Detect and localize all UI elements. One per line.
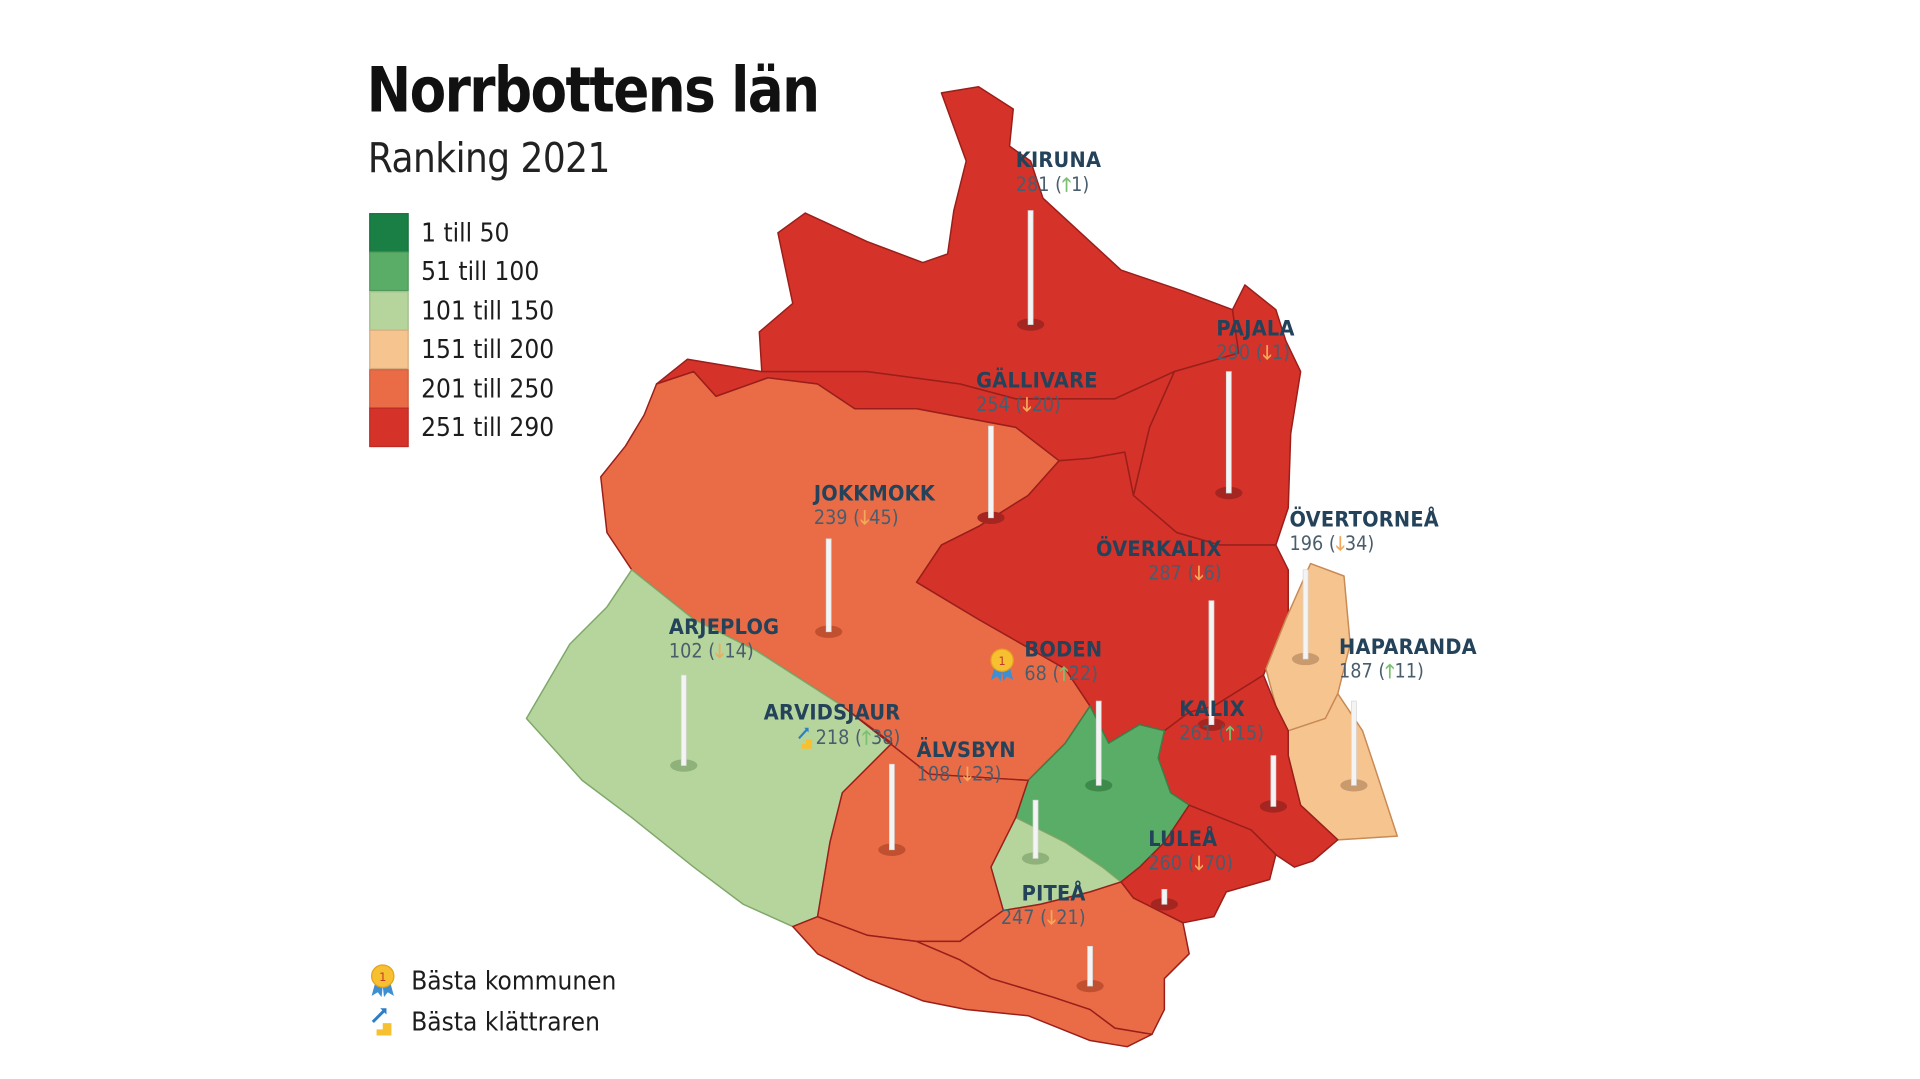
municipality-name: HAPARANDA [1339,635,1477,661]
municipality-name: PAJALA [1216,317,1295,342]
label-gallivare[interactable]: GÄLLIVARE 254 (🡓20) [976,369,1108,417]
legend-swatch-201-250 [369,368,409,409]
legend-label: 101 till 150 [421,295,555,326]
badge-legend-item: Bästa klättraren [369,1001,639,1042]
municipality-name: GÄLLIVARE [976,369,1098,394]
legend-label: 1 till 50 [421,217,510,248]
municipality-name: JOKKMOKK [813,481,936,507]
municipality-name: BODEN [1024,637,1103,663]
arrow-up-icon: 🡑 [861,726,872,749]
label-haparanda[interactable]: HAPARANDA 187 (🡑11) [1339,635,1489,683]
legend-label: 201 till 250 [421,373,555,404]
municipality-name: ÖVERKALIX [1096,537,1222,563]
medal-icon: 1 [990,648,1014,682]
municipality-rank: 290 (🡓1) [1216,341,1290,365]
region-arvidsjaur-south [792,915,1153,1048]
municipality-rank: 247 (🡓21) [1000,906,1086,930]
municipality-name: KIRUNA [1015,148,1102,174]
label-kiruna[interactable]: KIRUNA 281 (🡑1) [1016,149,1109,197]
arrow-down-icon: 🡓 [1335,532,1345,555]
legend-swatch-51-100 [369,251,409,292]
label-overkalix[interactable]: ÖVERKALIX 287 (🡓6) [1085,538,1222,586]
legend-label: 151 till 200 [421,334,555,365]
arrow-down-icon: 🡓 [1022,393,1032,417]
legend-label: 251 till 290 [421,412,555,443]
arrow-down-icon: 🡓 [1194,852,1204,875]
municipality-rank: 261 (🡑15) [1179,722,1265,745]
arrow-up-icon: 🡑 [1385,660,1395,683]
arrow-up-icon: 🡑 [1059,662,1069,686]
arrow-down-icon: 🡓 [860,506,870,529]
label-pajala[interactable]: PAJALA 290 (🡓1) [1216,317,1301,365]
medal-icon: 1 [370,963,395,997]
page-title: Norrbottens län [366,54,820,127]
label-pitea[interactable]: PITEÅ 247 (🡓21) [993,881,1086,930]
legend-swatch-151-200 [369,329,409,370]
legend-item: 51 till 100 [369,251,569,292]
climber-icon [797,727,812,749]
label-arvidsjaur[interactable]: ARVIDSJAUR 218 (🡑38) [752,701,901,751]
municipality-rank: 187 (🡑11) [1339,660,1424,683]
legend-swatch-251-290 [369,407,409,448]
label-boden[interactable]: 1 BODEN 68 (🡑22) [980,638,1109,686]
legend-item: 201 till 250 [369,368,569,409]
municipality-name: PITEÅ [1021,881,1086,907]
municipality-rank: 281 (🡑1) [1015,173,1090,196]
color-legend: 1 till 50 51 till 100 101 till 150 151 t… [369,212,569,448]
municipality-rank: 68 (🡑22) [1024,662,1098,686]
municipality-rank: 102 (🡓14) [668,640,754,663]
label-arjeplog[interactable]: ARJEPLOG 102 (🡓14) [669,616,789,664]
municipality-rank: 260 (🡓70) [1148,852,1234,875]
municipality-name: KALIX [1179,697,1245,723]
municipality-rank: 196 (🡓34) [1289,532,1375,555]
municipality-name: ARVIDSJAUR [763,701,901,726]
arrow-down-icon: 🡓 [715,640,725,663]
municipality-name: LULEÅ [1148,827,1218,853]
municipality-rank: 239 (🡓45) [813,506,899,529]
badge-legend-label: Bästa klättraren [411,1006,600,1037]
legend-swatch-101-150 [369,290,409,331]
legend-label: 51 till 100 [421,256,540,287]
municipality-rank: 108 (🡓23) [916,763,1002,786]
legend-swatch-1-50 [369,212,409,253]
label-jokkmokk[interactable]: JOKKMOKK 239 (🡓45) [814,482,946,530]
legend-item: 251 till 290 [369,407,569,448]
legend-item: 151 till 200 [369,329,569,370]
legend-item: 101 till 150 [369,290,569,331]
badge-legend-label: Bästa kommunen [411,965,617,996]
pins [670,210,1368,993]
arrow-up-icon: 🡑 [1225,722,1235,745]
label-kalix[interactable]: KALIX 261 (🡑15) [1179,697,1271,745]
legend-item: 1 till 50 [369,212,569,253]
arrow-up-icon: 🡑 [1061,173,1072,196]
municipality-name: ÖVERTORNEÅ [1289,507,1440,533]
municipality-name: ARJEPLOG [668,615,780,641]
arrow-down-icon: 🡓 [962,763,973,786]
region-kiruna[interactable] [758,85,1240,400]
municipality-rank: 287 (🡓6) [1148,562,1222,585]
label-alvsbyn[interactable]: ÄLVSBYN 108 (🡓23) [917,738,1025,786]
arrow-down-icon: 🡓 [1262,341,1272,365]
svg-text:1: 1 [999,655,1006,668]
label-overtornea[interactable]: ÖVERTORNEÅ 196 (🡓34) [1289,508,1452,556]
arrow-down-icon: 🡓 [1194,562,1204,585]
municipality-rank: 218 (🡑38) [764,726,900,751]
arrow-down-icon: 🡓 [1047,906,1057,930]
climber-icon [371,1007,392,1035]
badge-legend: 1 Bästa kommunen Bästa klättraren [369,960,639,1042]
badge-legend-item: 1 Bästa kommunen [369,960,639,1001]
page-subtitle: Ranking 2021 [367,133,611,183]
municipality-rank: 254 (🡓20) [976,393,1061,417]
label-lulea[interactable]: LULEÅ 260 (🡓70) [1148,827,1240,875]
municipality-name: ÄLVSBYN [916,738,1016,764]
svg-text:1: 1 [379,970,386,983]
